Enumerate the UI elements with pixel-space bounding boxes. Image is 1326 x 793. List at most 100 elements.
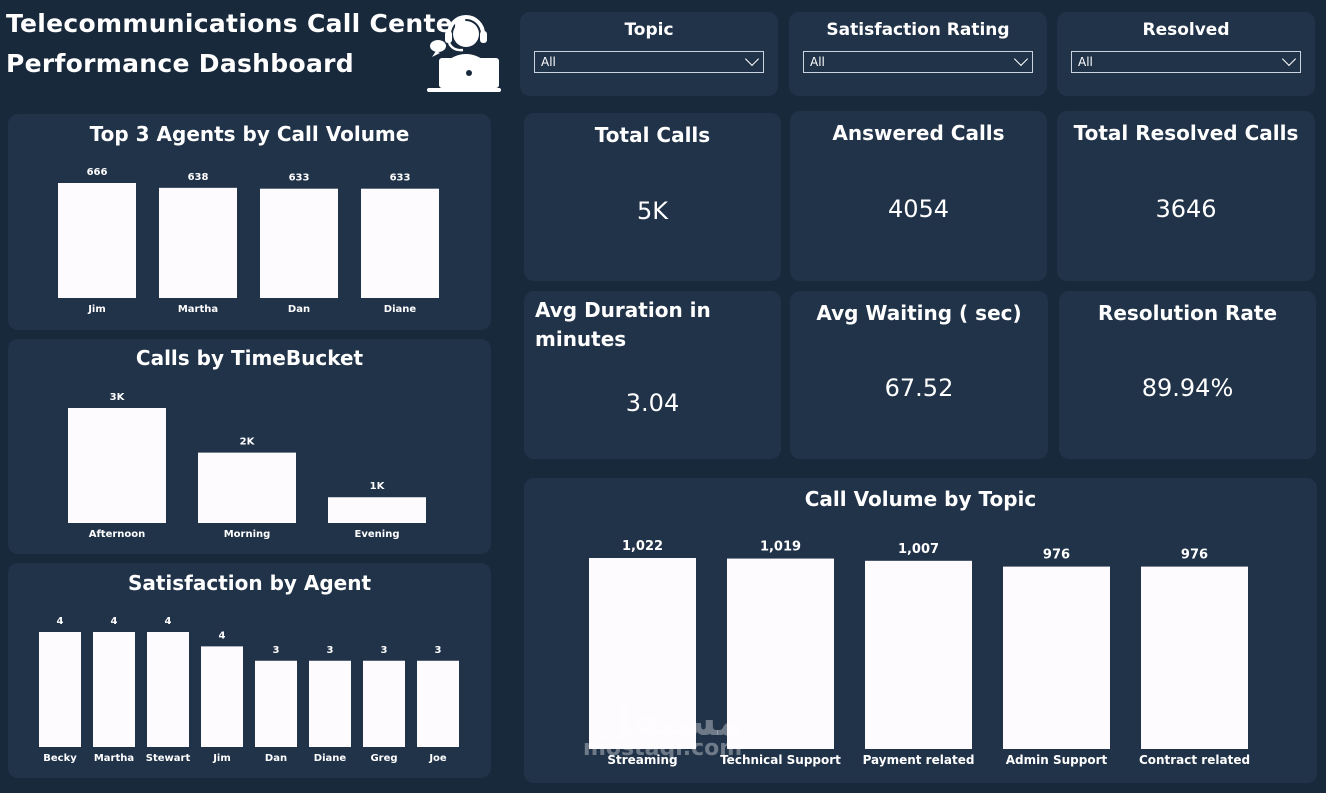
category-label: Technical Support bbox=[720, 753, 841, 767]
category-label: Streaming bbox=[607, 753, 677, 767]
chevron-down-icon bbox=[744, 51, 760, 67]
bar-becky[interactable] bbox=[39, 632, 81, 747]
data-label: 3 bbox=[435, 645, 442, 656]
bar-technical-support[interactable] bbox=[727, 558, 834, 749]
category-label: Morning bbox=[224, 529, 271, 540]
dashboard-title: Telecommunications Call Center Performan… bbox=[6, 4, 466, 84]
satisfaction-dropdown-value: All bbox=[810, 55, 825, 69]
data-label: 2K bbox=[240, 437, 256, 448]
slicer-satisfaction: Satisfaction Rating All bbox=[789, 12, 1047, 96]
bar-diane[interactable] bbox=[361, 188, 439, 298]
kpi-resolution-rate: Resolution Rate 89.94% bbox=[1059, 291, 1316, 459]
data-label: 4 bbox=[219, 630, 226, 641]
slicer-topic-label: Topic bbox=[624, 20, 674, 40]
bar-diane[interactable] bbox=[309, 660, 351, 747]
category-label: Dan bbox=[288, 304, 310, 315]
data-label: 976 bbox=[1043, 548, 1070, 563]
bar-dan[interactable] bbox=[260, 188, 338, 298]
category-label: Jim bbox=[212, 753, 231, 764]
top-agents-bar-chart: 666 Jim 638 Martha 633 Dan 633 Diane bbox=[58, 167, 439, 315]
data-label: 4 bbox=[111, 616, 118, 627]
resolved-dropdown-value: All bbox=[1078, 55, 1093, 69]
data-label: 666 bbox=[87, 167, 108, 178]
bar-greg[interactable] bbox=[363, 660, 405, 747]
bar-joe[interactable] bbox=[417, 660, 459, 747]
chart-topic-panel: Call Volume by Topic 1,022 Streaming 1,019… bbox=[524, 478, 1317, 783]
category-label: Dan bbox=[265, 753, 287, 764]
chevron-down-icon bbox=[1013, 51, 1029, 67]
satisfaction-dropdown[interactable]: All bbox=[803, 51, 1033, 73]
category-label: Admin Support bbox=[1006, 753, 1108, 767]
bar-jim[interactable] bbox=[201, 646, 243, 747]
chart-title: Calls by TimeBucket bbox=[135, 346, 364, 370]
call-center-agent-icon bbox=[427, 15, 501, 92]
watermark-arabic: مستقل bbox=[595, 699, 743, 745]
data-label: 1,019 bbox=[760, 540, 801, 555]
kpi-value: 4054 bbox=[887, 195, 950, 223]
topic-dropdown[interactable]: All bbox=[534, 51, 764, 73]
category-label: Martha bbox=[178, 304, 218, 315]
kpi-label: Avg Duration in minutes bbox=[535, 298, 711, 351]
kpi-label: Answered Calls bbox=[832, 121, 1005, 145]
kpi-label: Total Resolved Calls bbox=[1073, 121, 1299, 145]
bar-dan[interactable] bbox=[255, 660, 297, 747]
bar-jim[interactable] bbox=[58, 183, 136, 298]
data-label: 638 bbox=[188, 172, 209, 183]
topic-dropdown-value: All bbox=[541, 55, 556, 69]
category-label: Stewart bbox=[146, 753, 191, 764]
kpi-value: 89.94% bbox=[1141, 374, 1234, 402]
bar-payment-related[interactable] bbox=[865, 560, 972, 749]
kpi-label: Avg Waiting ( sec) bbox=[816, 301, 1022, 325]
bar-martha[interactable] bbox=[93, 632, 135, 747]
data-label: 976 bbox=[1181, 548, 1208, 563]
data-label: 3 bbox=[273, 645, 280, 656]
bar-morning[interactable] bbox=[198, 452, 296, 523]
kpi-label: Total Calls bbox=[594, 123, 711, 147]
bar-afternoon[interactable] bbox=[68, 408, 166, 523]
bar-admin-support[interactable] bbox=[1003, 566, 1110, 749]
timebucket-bar-chart: 3K Afternoon 2K Morning 1K Evening bbox=[68, 392, 426, 540]
data-label: 4 bbox=[57, 616, 64, 627]
bar-martha[interactable] bbox=[159, 187, 237, 298]
category-label: Diane bbox=[384, 304, 417, 315]
chart-satisfaction-panel: Satisfaction by Agent 4 Becky 4 Martha 4 Stew… bbox=[8, 563, 491, 778]
data-label: 4 bbox=[165, 616, 172, 627]
data-label: 3 bbox=[327, 645, 334, 656]
data-label: 1,022 bbox=[622, 539, 663, 554]
satisfaction-bar-chart: 4 Becky 4 Martha 4 Stewart 4 Jim 3 Dan 3 Diane 3 Greg… bbox=[39, 616, 459, 764]
category-label: Payment related bbox=[863, 753, 975, 767]
category-label: Diane bbox=[314, 753, 347, 764]
slicer-satisfaction-label: Satisfaction Rating bbox=[826, 20, 1010, 40]
kpi-value: 67.52 bbox=[884, 374, 954, 402]
watermark-latin: mostaql.com bbox=[583, 736, 743, 761]
data-label: 633 bbox=[390, 173, 411, 184]
chevron-down-icon bbox=[1281, 51, 1297, 67]
kpi-avg-duration: Avg Duration in minutes 3.04 bbox=[524, 291, 781, 459]
bar-streaming[interactable] bbox=[589, 558, 696, 749]
title-line-1: Telecommunications Call Center bbox=[6, 9, 466, 38]
category-label: Afternoon bbox=[89, 529, 146, 540]
data-label: 3K bbox=[110, 392, 126, 403]
bar-evening[interactable] bbox=[328, 497, 426, 523]
category-label: Martha bbox=[94, 753, 134, 764]
category-label: Contract related bbox=[1139, 753, 1250, 767]
kpi-value: 5K bbox=[636, 197, 668, 225]
kpi-value: 3646 bbox=[1155, 195, 1217, 223]
kpi-avg-waiting: Avg Waiting ( sec) 67.52 bbox=[790, 291, 1048, 459]
chart-timebucket-panel: Calls by TimeBucket 3K Afternoon 2K Morning… bbox=[8, 339, 491, 554]
kpi-value: 3.04 bbox=[625, 389, 680, 417]
slicer-resolved-label: Resolved bbox=[1142, 20, 1230, 40]
data-label: 1K bbox=[370, 481, 386, 492]
chart-title: Top 3 Agents by Call Volume bbox=[89, 122, 410, 146]
category-label: Becky bbox=[43, 753, 77, 764]
bar-stewart[interactable] bbox=[147, 632, 189, 747]
data-label: 633 bbox=[289, 173, 310, 184]
bar-contract-related[interactable] bbox=[1141, 566, 1248, 749]
resolved-dropdown[interactable]: All bbox=[1071, 51, 1301, 73]
chart-title: Call Volume by Topic bbox=[804, 487, 1037, 511]
kpi-total-calls: Total Calls 5K bbox=[524, 113, 781, 281]
watermark: مستقل mostaql.com bbox=[583, 700, 742, 760]
chart-top-agents-panel: Top 3 Agents by Call Volume 666 Jim 638 Mar… bbox=[8, 114, 491, 330]
category-label: Greg bbox=[370, 753, 397, 764]
data-label: 1,007 bbox=[898, 542, 939, 557]
